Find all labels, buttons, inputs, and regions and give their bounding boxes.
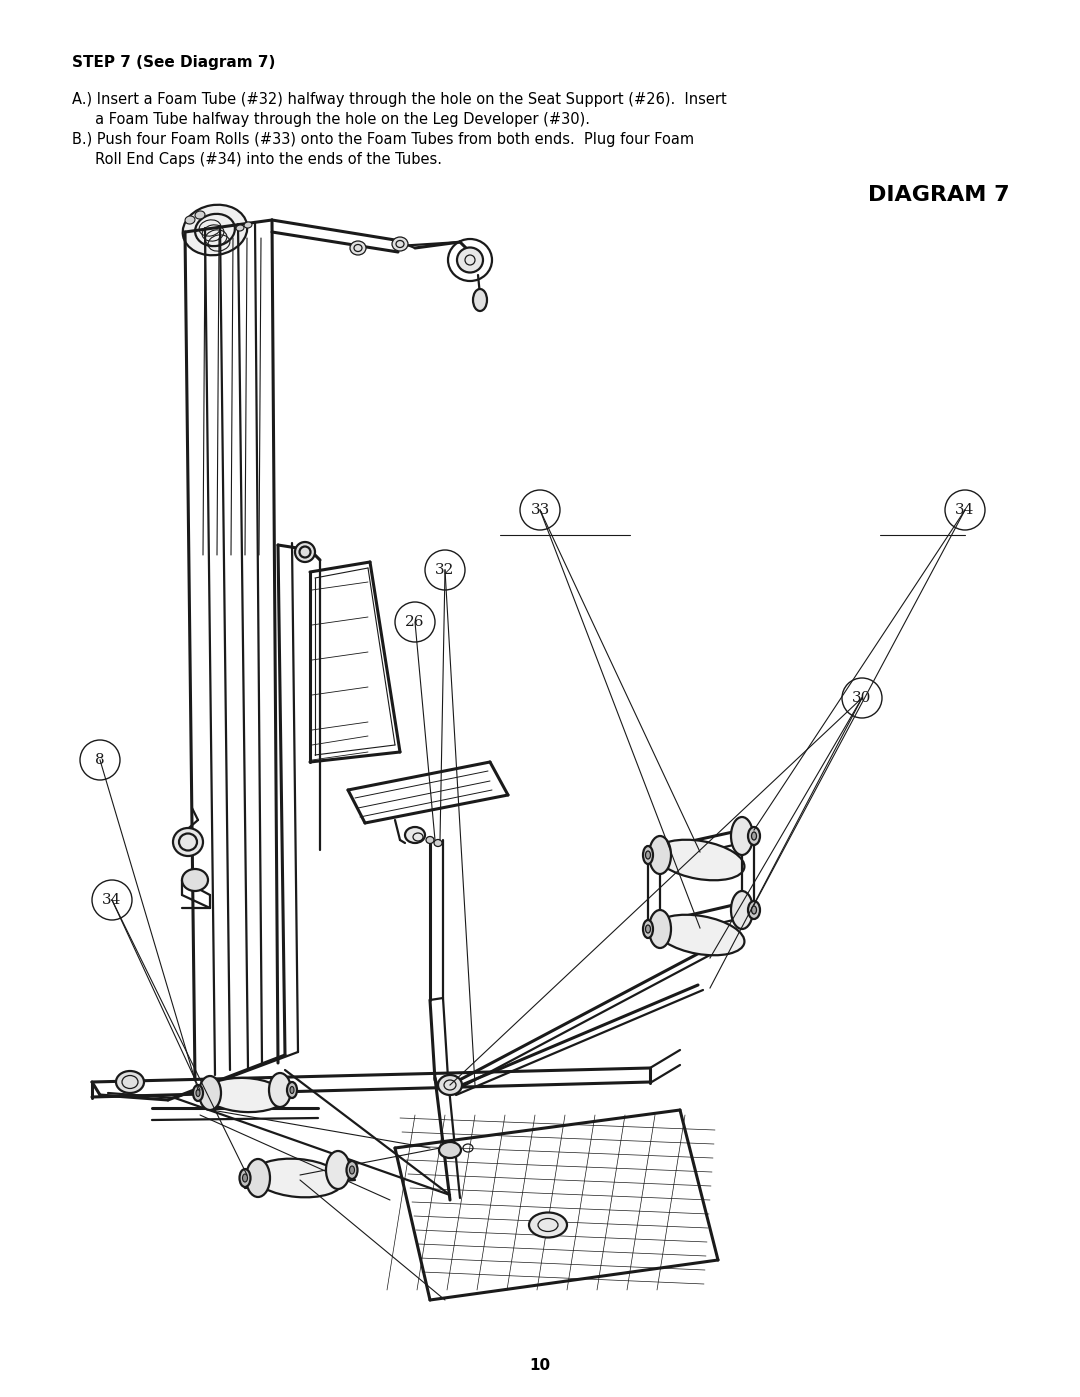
Ellipse shape bbox=[173, 828, 203, 856]
Ellipse shape bbox=[752, 907, 756, 914]
Ellipse shape bbox=[244, 222, 252, 228]
Ellipse shape bbox=[649, 909, 671, 949]
Ellipse shape bbox=[350, 1166, 354, 1173]
Ellipse shape bbox=[350, 242, 366, 256]
Text: DIAGRAM 7: DIAGRAM 7 bbox=[868, 184, 1010, 205]
Ellipse shape bbox=[253, 1158, 342, 1197]
Ellipse shape bbox=[748, 827, 760, 845]
Ellipse shape bbox=[649, 835, 671, 875]
Ellipse shape bbox=[269, 1073, 291, 1106]
Text: A.) Insert a Foam Tube (#32) halfway through the hole on the Seat Support (#26).: A.) Insert a Foam Tube (#32) halfway thr… bbox=[72, 92, 727, 108]
Ellipse shape bbox=[185, 217, 195, 224]
Ellipse shape bbox=[438, 1076, 462, 1095]
Text: B.) Push four Foam Rolls (#33) onto the Foam Tubes from both ends.  Plug four Fo: B.) Push four Foam Rolls (#33) onto the … bbox=[72, 131, 694, 147]
Ellipse shape bbox=[434, 840, 442, 847]
Ellipse shape bbox=[656, 915, 744, 956]
Ellipse shape bbox=[246, 1160, 270, 1197]
Ellipse shape bbox=[295, 542, 315, 562]
Ellipse shape bbox=[643, 847, 653, 863]
Ellipse shape bbox=[195, 1090, 200, 1097]
Ellipse shape bbox=[183, 869, 208, 891]
Text: STEP 7 (See Diagram 7): STEP 7 (See Diagram 7) bbox=[72, 54, 275, 70]
Text: 34: 34 bbox=[956, 503, 974, 517]
Ellipse shape bbox=[195, 211, 205, 219]
Text: 26: 26 bbox=[405, 615, 424, 629]
Ellipse shape bbox=[291, 1087, 294, 1094]
Text: a Foam Tube halfway through the hole on the Leg Developer (#30).: a Foam Tube halfway through the hole on … bbox=[72, 112, 590, 127]
Ellipse shape bbox=[240, 1169, 251, 1187]
Ellipse shape bbox=[473, 289, 487, 312]
Ellipse shape bbox=[405, 827, 426, 842]
Ellipse shape bbox=[193, 1085, 203, 1101]
Text: Roll End Caps (#34) into the ends of the Tubes.: Roll End Caps (#34) into the ends of the… bbox=[72, 152, 442, 168]
Text: 10: 10 bbox=[529, 1358, 551, 1373]
Ellipse shape bbox=[748, 901, 760, 919]
Text: 8: 8 bbox=[95, 753, 105, 767]
Ellipse shape bbox=[199, 1076, 221, 1111]
Ellipse shape bbox=[287, 1083, 297, 1098]
Ellipse shape bbox=[646, 851, 650, 859]
Ellipse shape bbox=[643, 921, 653, 937]
Ellipse shape bbox=[347, 1161, 357, 1179]
Text: 33: 33 bbox=[530, 503, 550, 517]
Ellipse shape bbox=[731, 891, 753, 929]
Ellipse shape bbox=[183, 205, 247, 256]
Ellipse shape bbox=[731, 817, 753, 855]
Ellipse shape bbox=[205, 1078, 285, 1112]
Ellipse shape bbox=[392, 237, 408, 251]
Ellipse shape bbox=[752, 833, 756, 840]
Ellipse shape bbox=[116, 1071, 144, 1092]
Ellipse shape bbox=[656, 840, 744, 880]
Text: 30: 30 bbox=[852, 692, 872, 705]
Ellipse shape bbox=[426, 837, 434, 844]
Ellipse shape bbox=[237, 225, 244, 231]
Ellipse shape bbox=[646, 925, 650, 933]
Ellipse shape bbox=[326, 1151, 350, 1189]
Ellipse shape bbox=[438, 1141, 461, 1158]
Ellipse shape bbox=[457, 247, 483, 272]
Text: 34: 34 bbox=[103, 893, 122, 907]
Text: 32: 32 bbox=[435, 563, 455, 577]
Ellipse shape bbox=[243, 1173, 247, 1182]
Ellipse shape bbox=[529, 1213, 567, 1238]
